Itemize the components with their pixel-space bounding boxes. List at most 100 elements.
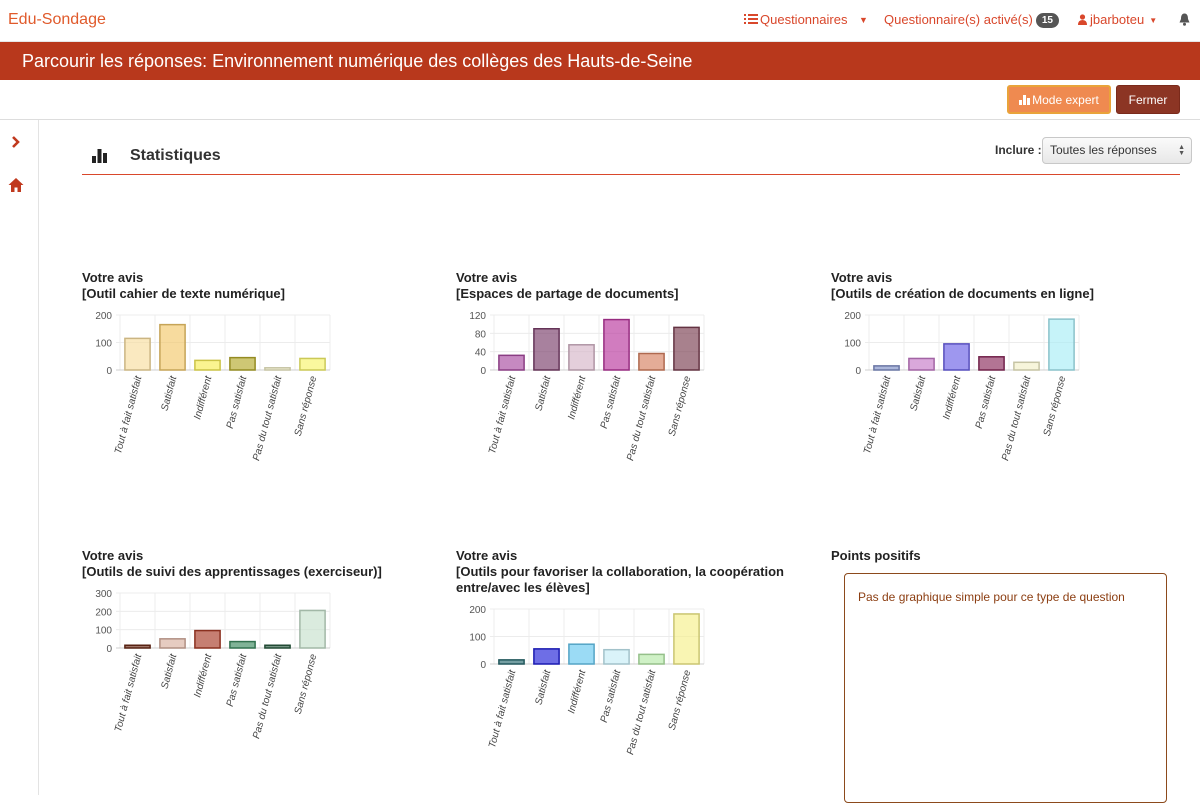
x-tick-label: Pas satisfait bbox=[599, 668, 624, 724]
chart-block-2: Votre avis [Espaces de partage de docume… bbox=[456, 270, 716, 494]
bar[interactable] bbox=[943, 343, 970, 371]
bar-chart-collaboration: 0 100 200 Tout à fait satisfait Satisfait Ind… bbox=[469, 605, 705, 756]
nav-questionnaires[interactable]: Questionnaires bbox=[744, 12, 847, 27]
chevron-right-icon[interactable] bbox=[8, 134, 24, 150]
chart-title: Votre avis bbox=[82, 548, 144, 563]
expert-mode-button[interactable]: Mode expert bbox=[1007, 85, 1111, 114]
bar[interactable] bbox=[673, 613, 700, 665]
user-name: jbarboteu bbox=[1090, 12, 1145, 27]
x-tick-label: Tout à fait satisfait bbox=[113, 374, 145, 456]
x-tick-label: Satisfait bbox=[160, 374, 180, 412]
y-tick-label: 40 bbox=[475, 348, 487, 359]
action-toolbar: Mode expert Fermer bbox=[0, 80, 1200, 120]
top-navbar: Edu-Sondage Questionnaires ▼ Questionnai… bbox=[0, 0, 1200, 42]
home-icon[interactable] bbox=[8, 177, 24, 193]
bar[interactable] bbox=[194, 629, 221, 649]
include-label: Inclure : bbox=[995, 143, 1042, 157]
x-tick-label: Tout à fait satisfait bbox=[487, 374, 519, 456]
list-icon bbox=[744, 14, 758, 24]
bar[interactable] bbox=[568, 344, 595, 371]
x-tick-label: Indifférent bbox=[566, 668, 588, 715]
nav-active-questionnaires[interactable]: Questionnaire(s) activé(s) 15 bbox=[884, 12, 1059, 28]
free-text-title: Points positifs bbox=[831, 548, 921, 563]
chart-subtitle: [Outils pour favoriser la collaboration,… bbox=[456, 564, 784, 579]
user-menu[interactable]: jbarboteu ▼ bbox=[1078, 12, 1157, 27]
user-icon bbox=[1078, 14, 1087, 25]
bar[interactable] bbox=[638, 653, 665, 665]
no-chart-message: Pas de graphique simple pour ce type de … bbox=[858, 590, 1125, 604]
x-tick-label: Sans réponse bbox=[667, 669, 694, 732]
bar[interactable] bbox=[603, 648, 630, 665]
bar[interactable] bbox=[124, 644, 151, 649]
bar[interactable] bbox=[1048, 318, 1075, 371]
bar[interactable] bbox=[498, 659, 525, 665]
x-tick-label: Satisfait bbox=[160, 652, 180, 690]
bar[interactable] bbox=[264, 367, 291, 371]
brand-link[interactable]: Edu-Sondage bbox=[8, 11, 106, 28]
bar[interactable] bbox=[908, 357, 935, 371]
bar[interactable] bbox=[533, 648, 560, 665]
bell-icon[interactable] bbox=[1179, 13, 1190, 26]
bar-chart-creation-documents: 0 100 200 Tout à fait satisfait Satisfait Ind… bbox=[844, 311, 1080, 462]
x-tick-label: Satisfait bbox=[534, 374, 554, 412]
bar[interactable] bbox=[229, 640, 256, 649]
x-tick-label: Pas satisfait bbox=[225, 374, 250, 430]
bar[interactable] bbox=[194, 359, 221, 371]
x-tick-label: Indifférent bbox=[192, 652, 214, 699]
nav-active-label: Questionnaire(s) activé(s) bbox=[884, 12, 1033, 27]
statistics-header: Statistiques Inclure : Toutes les répons… bbox=[82, 137, 1192, 175]
y-tick-label: 100 bbox=[469, 633, 486, 644]
x-tick-label: Satisfait bbox=[534, 668, 554, 706]
x-tick-label: Satisfait bbox=[909, 374, 929, 412]
chart-subtitle: [Outil cahier de texte numérique] bbox=[82, 286, 285, 301]
chart-block-1: Votre avis [Outil cahier de texte numéri… bbox=[82, 270, 342, 494]
include-select[interactable]: Toutes les réponses ▲ ▼ bbox=[1042, 137, 1192, 164]
bar[interactable] bbox=[603, 318, 630, 371]
bar[interactable] bbox=[638, 352, 665, 371]
y-tick-label: 100 bbox=[95, 339, 112, 350]
x-tick-label: Tout à fait satisfait bbox=[487, 668, 519, 750]
close-button[interactable]: Fermer bbox=[1116, 85, 1180, 114]
chart-subtitle: [Outils de création de documents en lign… bbox=[831, 286, 1094, 301]
y-tick-label: 120 bbox=[469, 311, 486, 322]
bar-chart-cahier-texte: 0 100 200 Tout à fait satisfait Satisfait Ind… bbox=[95, 311, 331, 462]
x-tick-label: Tout à fait satisfait bbox=[113, 652, 145, 734]
x-tick-label: Sans réponse bbox=[1042, 375, 1069, 438]
y-tick-label: 200 bbox=[469, 605, 486, 616]
bar[interactable] bbox=[873, 365, 900, 371]
bar[interactable] bbox=[673, 326, 700, 371]
bar[interactable] bbox=[124, 337, 151, 371]
y-tick-label: 200 bbox=[95, 607, 112, 618]
x-tick-label: Pas du tout satisfait bbox=[1000, 374, 1034, 462]
statistics-title: Statistiques bbox=[130, 147, 221, 164]
bar[interactable] bbox=[159, 638, 186, 649]
free-text-block: Points positifs bbox=[831, 548, 921, 564]
bar[interactable] bbox=[159, 323, 186, 371]
x-tick-label: Tout à fait satisfait bbox=[862, 374, 894, 456]
bar[interactable] bbox=[299, 357, 326, 371]
bar[interactable] bbox=[229, 356, 256, 371]
x-tick-label: Pas du tout satisfait bbox=[251, 652, 285, 740]
bar[interactable] bbox=[533, 328, 560, 371]
bar[interactable] bbox=[498, 354, 525, 371]
y-tick-label: 100 bbox=[844, 339, 861, 350]
chart-title: Votre avis bbox=[82, 270, 144, 285]
bar[interactable] bbox=[568, 643, 595, 665]
expert-mode-label: Mode expert bbox=[1032, 92, 1099, 107]
chart-title: Votre avis bbox=[831, 270, 893, 285]
bar[interactable] bbox=[978, 356, 1005, 371]
x-tick-label: Pas du tout satisfait bbox=[625, 668, 659, 756]
x-tick-label: Indifférent bbox=[192, 374, 214, 421]
bar[interactable] bbox=[264, 644, 291, 649]
chart-subtitle: [Espaces de partage de documents] bbox=[456, 286, 679, 301]
bar[interactable] bbox=[299, 609, 326, 649]
x-tick-label: Indifférent bbox=[941, 374, 963, 421]
page-title: Parcourir les réponses: Environnement nu… bbox=[22, 51, 693, 71]
chart-block-4: Votre avis [Outils de suivi des apprenti… bbox=[82, 548, 382, 772]
bar[interactable] bbox=[1013, 361, 1040, 371]
statistics-icon bbox=[92, 149, 107, 163]
x-tick-label: Pas satisfait bbox=[599, 374, 624, 430]
x-tick-label: Pas du tout satisfait bbox=[625, 374, 659, 462]
free-text-panel: Pas de graphique simple pour ce type de … bbox=[844, 573, 1167, 803]
caret-down-icon[interactable]: ▼ bbox=[859, 15, 868, 25]
